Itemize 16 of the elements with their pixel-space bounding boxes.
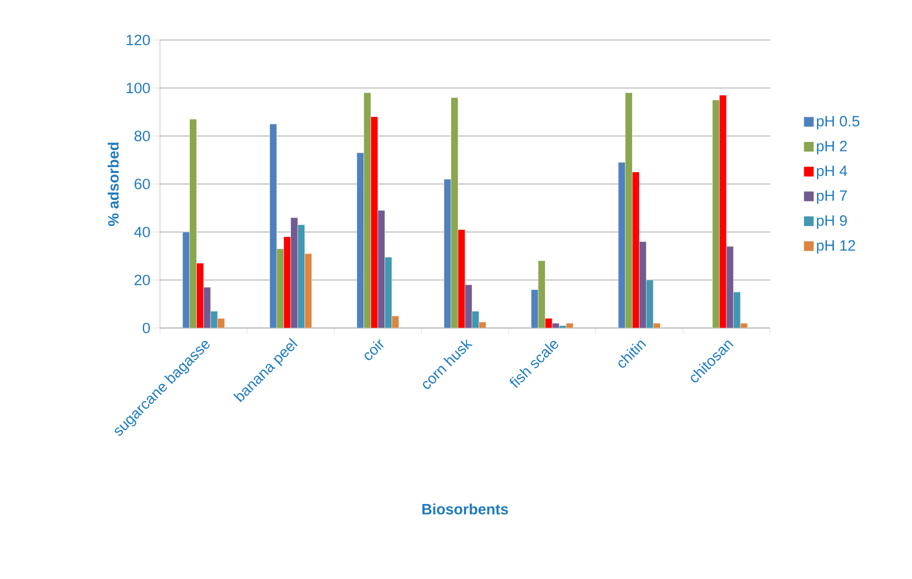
- legend-label: pH 9: [816, 215, 847, 229]
- legend-label: pH 2: [816, 140, 847, 154]
- legend-label: pH 0.5: [816, 116, 860, 130]
- legend-label: pH 12: [816, 240, 856, 254]
- legend-label: pH 7: [816, 190, 847, 204]
- y-tick-label: 100: [126, 82, 150, 94]
- y-axis-title: % adsorbed: [108, 142, 119, 226]
- y-tick-label: 80: [134, 130, 150, 142]
- x-tick-label: coir: [364, 339, 384, 360]
- y-tick-label: 60: [134, 178, 150, 190]
- y-tick-label: 20: [134, 274, 150, 286]
- x-axis-title: Biosorbents: [422, 504, 508, 514]
- y-tick-label: 0: [142, 322, 150, 334]
- y-tick-label: 120: [126, 34, 150, 46]
- legend-label: pH 4: [816, 166, 848, 180]
- y-tick-label: 40: [134, 226, 150, 238]
